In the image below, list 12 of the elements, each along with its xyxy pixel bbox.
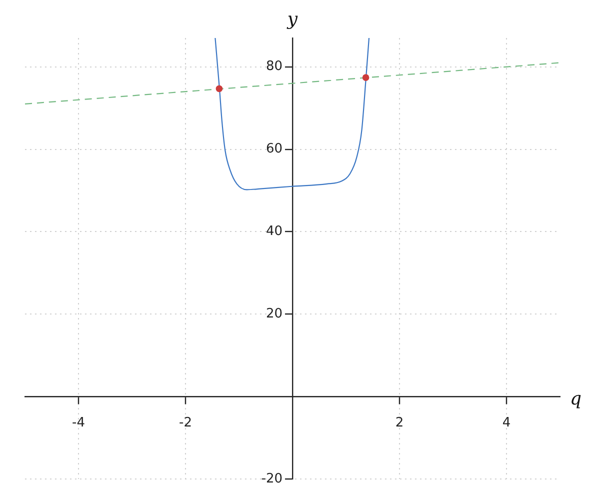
y-tick-label: 20 <box>266 306 282 322</box>
y-axis-title: y <box>286 9 298 30</box>
x-tick-label: -4 <box>72 416 85 431</box>
line-series <box>214 38 370 190</box>
x-tick-label: -2 <box>179 416 192 431</box>
x-tick-label: 2 <box>395 416 404 431</box>
y-tick-label: 40 <box>266 224 282 240</box>
y-tick-label: 60 <box>266 142 282 157</box>
x-tick-label: 4 <box>502 416 511 431</box>
y-tick-label: 80 <box>266 59 282 74</box>
x-axis-title: q <box>570 388 582 410</box>
y-tick-label: -20 <box>261 471 282 486</box>
